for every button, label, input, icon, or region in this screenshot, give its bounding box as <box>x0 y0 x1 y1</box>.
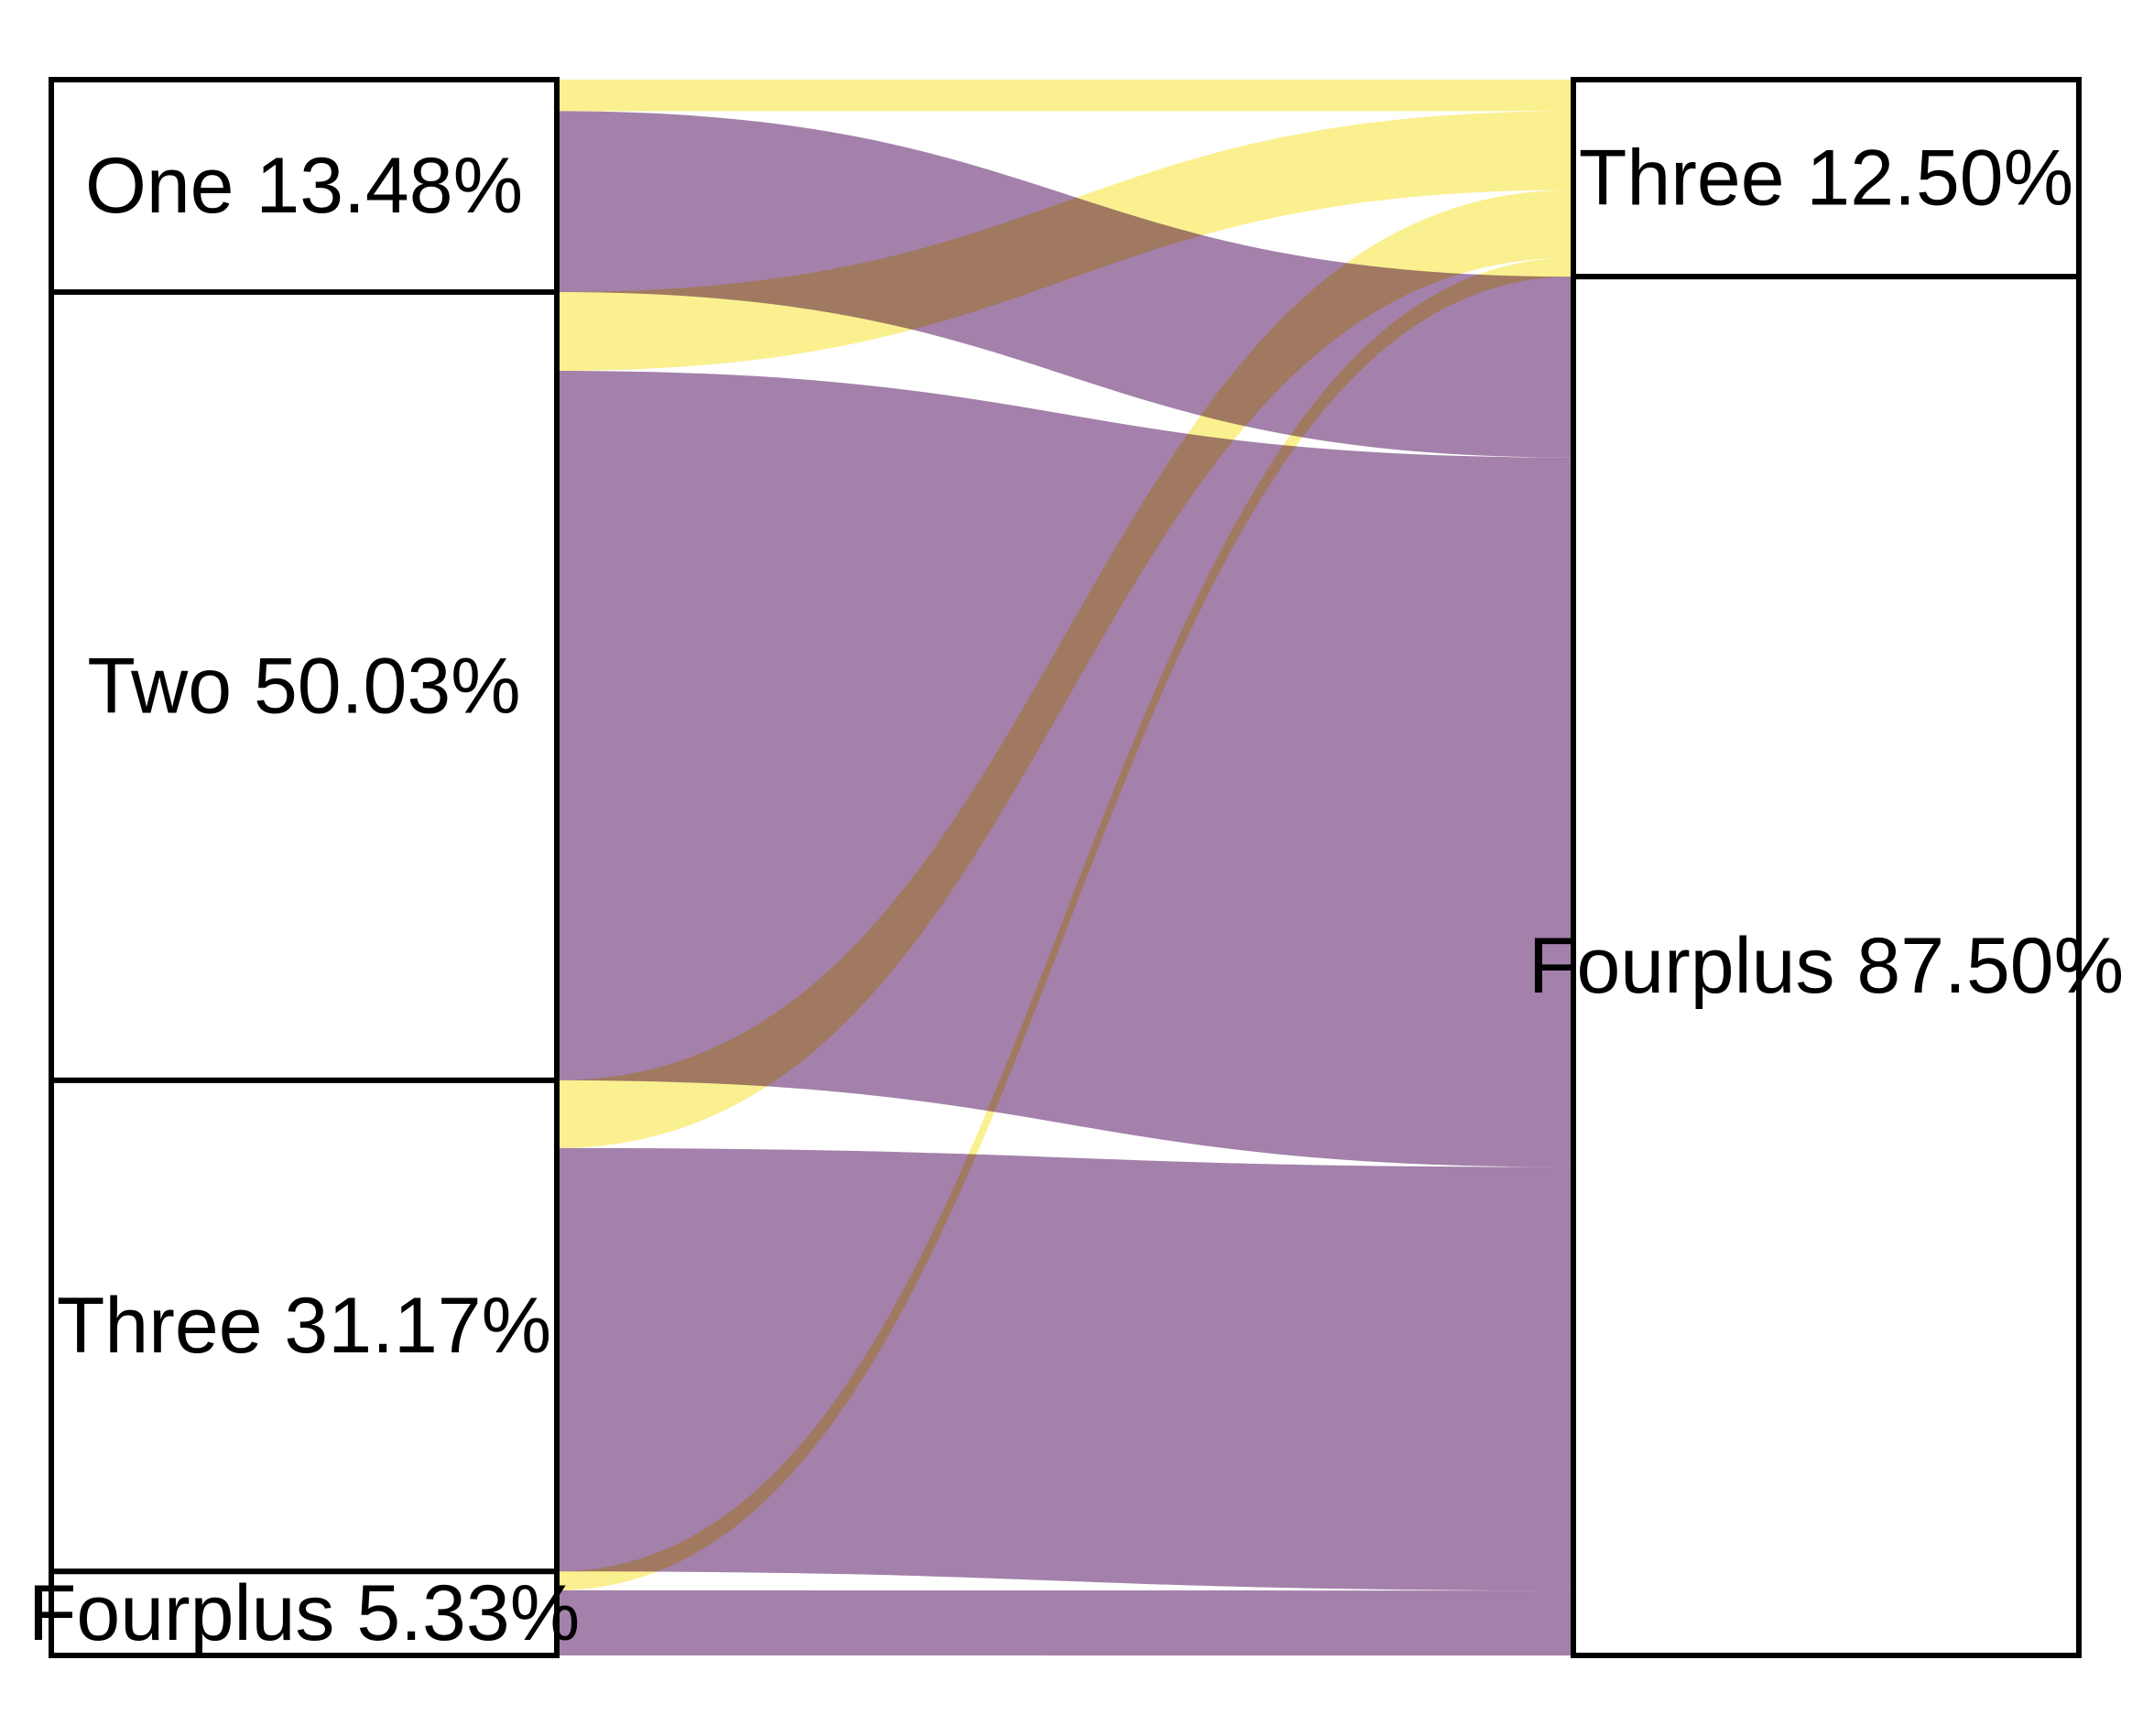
flow-three-to-three <box>557 190 1573 1148</box>
left-node-two <box>49 288 560 1083</box>
flow-one-to-fourplus <box>557 111 1573 458</box>
left-node-label-one: One 13.48% <box>85 142 523 230</box>
left-node-fourplus <box>49 1568 560 1659</box>
left-node-three <box>49 1077 560 1575</box>
flow-one-to-three <box>557 80 1573 112</box>
left-node-one <box>49 77 560 295</box>
left-node-label-two: Two 50.03% <box>87 642 520 730</box>
left-node-label-fourplus: Fourplus 5.33% <box>28 1569 580 1657</box>
left-node-label-three: Three 31.17% <box>57 1282 551 1370</box>
right-node-fourplus <box>1571 274 2082 1658</box>
flow-two-to-three <box>557 111 1573 372</box>
nodes-layer: One 13.48% Two 50.03% Three 31.17% Fourplus… <box>28 77 2124 1659</box>
right-node-three <box>1571 77 2082 280</box>
right-node-label-three: Three 12.50% <box>1579 135 2073 222</box>
flow-fourplus-to-three <box>557 257 1573 1590</box>
flow-fourplus-to-fourplus <box>557 1590 1573 1656</box>
right-node-label-fourplus: Fourplus 87.50% <box>1528 922 2124 1010</box>
flow-three-to-fourplus <box>557 1147 1573 1591</box>
flows-layer <box>557 80 1573 1656</box>
flow-two-to-fourplus <box>557 371 1573 1167</box>
